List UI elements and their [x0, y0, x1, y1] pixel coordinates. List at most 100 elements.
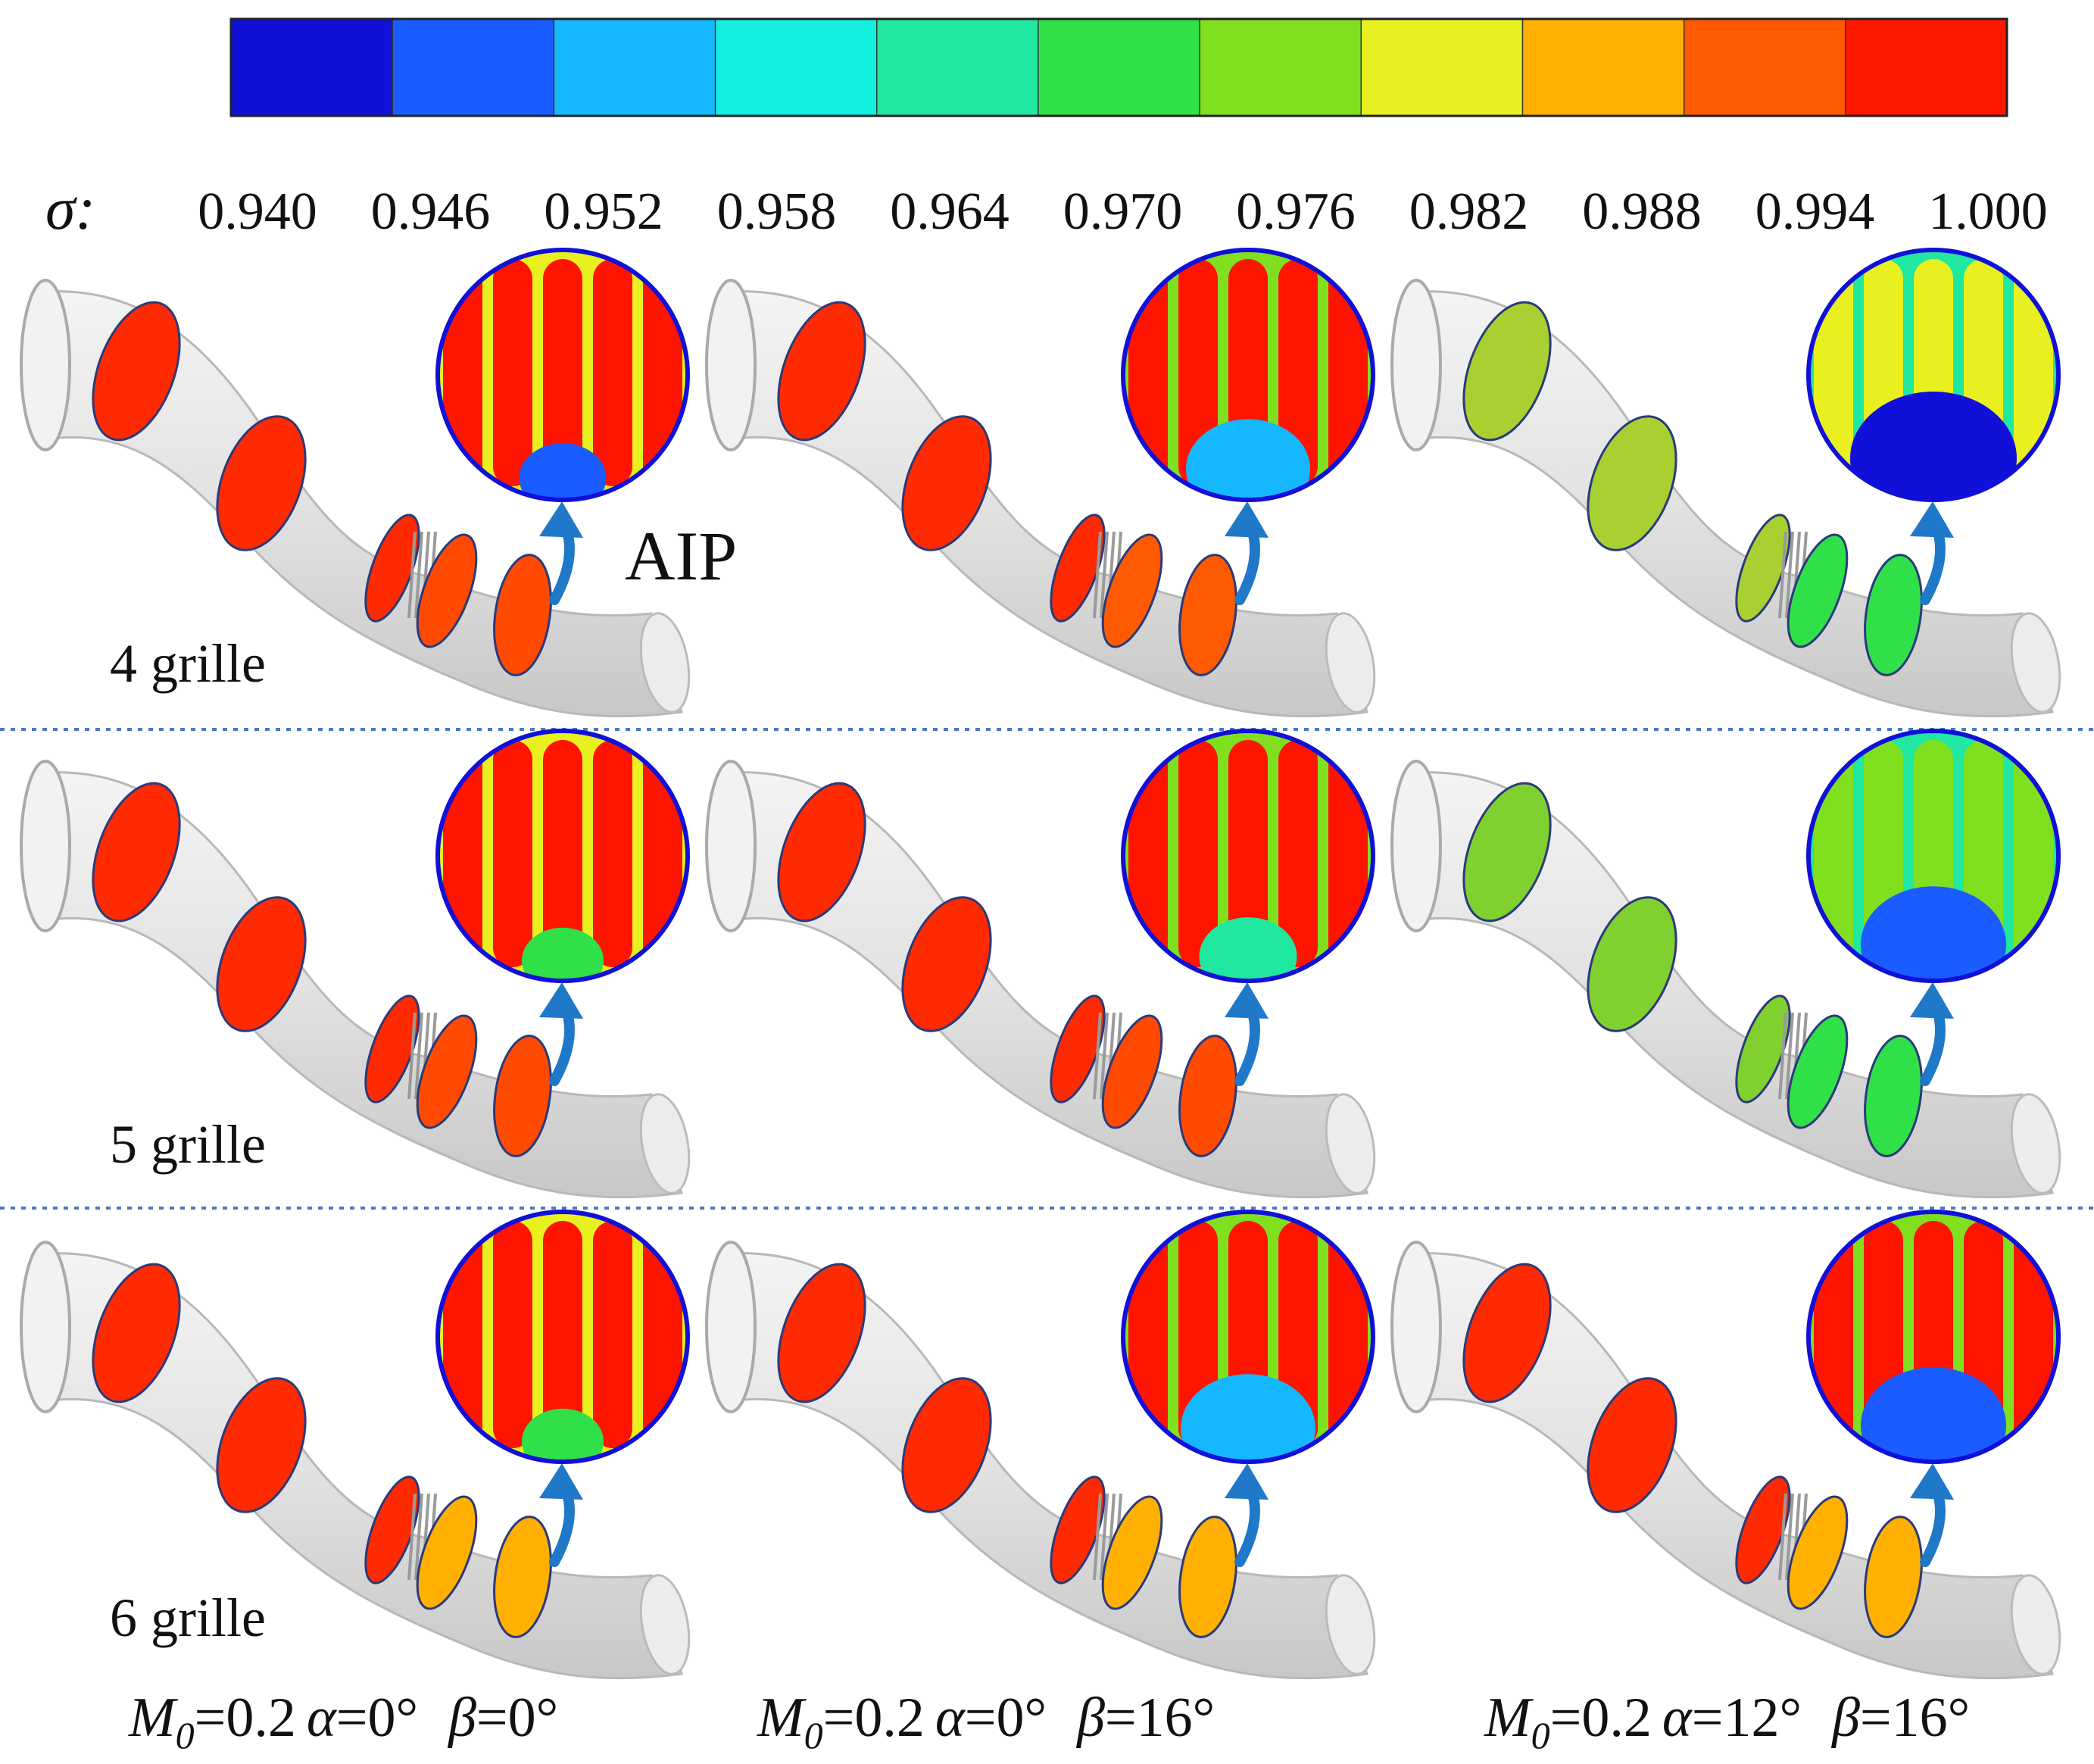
mach-subscript: 0: [176, 1714, 195, 1756]
colorbar-symbol: σ:: [45, 176, 95, 242]
colorbar-swatch: [392, 19, 554, 116]
grille-bar: [1778, 1012, 1787, 1100]
section-slice-1: [92, 1263, 181, 1403]
mach-subscript: 0: [804, 1714, 823, 1756]
alpha-symbol: α: [307, 1687, 338, 1749]
panel-r3-c1: [20, 1210, 691, 1680]
panel-r1-c2: [705, 248, 1376, 718]
duct-inlet-ring: [705, 279, 757, 451]
condition-label-col-2: M0=0.2 α=0° β=16°: [757, 1687, 1215, 1756]
colorbar-tick-label: 0.994: [1755, 183, 1875, 241]
grille-bar: [407, 1012, 417, 1100]
section-slice-2: [216, 1377, 307, 1513]
grille-bar: [414, 531, 423, 619]
aip-stripe: [1278, 259, 1318, 486]
duct-inlet-ring: [705, 760, 757, 932]
colorbar-tick-label: 0.946: [371, 183, 491, 241]
section-slice-1: [777, 301, 866, 442]
panel-r3-c3: [1390, 1210, 2061, 1680]
aip-contour: [438, 731, 688, 981]
colorbar-swatch: [231, 19, 393, 116]
alpha-symbol: α: [1662, 1687, 1693, 1749]
colorbar-tick-label: 0.964: [890, 183, 1010, 241]
aip-stripe: [493, 1221, 532, 1448]
section-slice-4: [1101, 533, 1163, 648]
colorbar-swatch: [1684, 19, 1846, 116]
duct-inlet-ring: [1390, 279, 1442, 451]
colorbar-tick-label: 0.976: [1236, 183, 1356, 241]
section-slice-4: [416, 533, 478, 648]
beta-symbol: β: [1075, 1687, 1105, 1749]
colorbar-swatch: [876, 19, 1039, 116]
beta-value: =0°: [476, 1687, 558, 1749]
section-slice-2: [1587, 415, 1677, 551]
duct-inlet-ring: [1390, 1241, 1442, 1413]
aip-boundary: [1806, 248, 2061, 502]
section-slice-2: [901, 896, 992, 1032]
section-slice-aip-small: [1178, 554, 1237, 676]
section-slice-4: [1787, 1495, 1849, 1610]
colorbar-tick-label: 0.988: [1582, 183, 1702, 241]
aip-distortion-region: [522, 1408, 604, 1462]
aip-stripe: [543, 1221, 582, 1448]
colorbar-swatch: [1038, 19, 1200, 116]
aip-boundary: [1806, 1210, 2061, 1464]
alpha-value: =0°: [965, 1687, 1047, 1749]
section-slice-4: [1787, 533, 1849, 648]
aip-stripe: [493, 740, 532, 967]
aip-stripe: [1228, 740, 1268, 967]
section-slice-aip-small: [1864, 554, 1923, 676]
section-slice-2: [1587, 896, 1677, 1032]
section-slice-2: [1587, 1377, 1677, 1513]
section-slice-1: [1462, 782, 1552, 923]
duct-inlet-ring: [1390, 760, 1442, 932]
duct-outlet: [1325, 1574, 1376, 1675]
row-label-6-grille: 6 grille: [110, 1588, 266, 1648]
section-slice-1: [92, 301, 181, 442]
aip-arrow-head: [1910, 1463, 1954, 1500]
panel-grid: [20, 248, 2061, 1680]
aip-boundary: [435, 1210, 690, 1464]
aip-contour: [1123, 1212, 1373, 1462]
section-slice-aip-small: [493, 1035, 552, 1157]
duct-outlet: [2010, 1093, 2061, 1194]
colorbar: σ: 0.940 0.946 0.952 0.958 0.964 0.970 0.976 0.…: [45, 17, 2048, 242]
colorbar-tick-label: 0.940: [198, 183, 317, 241]
aip-boundary: [1121, 248, 1375, 502]
beta-value: =16°: [1860, 1687, 1970, 1749]
colorbar-tick-label: 0.970: [1063, 183, 1183, 241]
grille-bar: [1785, 531, 1794, 619]
grille-bar: [1093, 1012, 1102, 1100]
aip-contour: [1808, 250, 2058, 500]
colorbar-frame: [229, 17, 2008, 117]
section-slice-1: [1462, 301, 1552, 442]
section-slice-4: [1101, 1495, 1163, 1610]
duct-outlet: [1325, 612, 1376, 713]
colorbar-swatch: [1361, 19, 1524, 116]
section-slice-aip-small: [493, 554, 552, 676]
section-slice-aip-small: [1864, 1035, 1923, 1157]
grille-bar: [1093, 531, 1102, 619]
grille-bar: [1778, 531, 1787, 619]
aip-boundary: [1121, 1210, 1375, 1464]
aip-stripe: [593, 259, 632, 486]
beta-symbol: β: [447, 1687, 476, 1749]
section-slice-2: [216, 415, 307, 551]
section-slice-4: [416, 1014, 478, 1129]
aip-contour: [438, 250, 688, 500]
colorbar-swatches: [231, 19, 2008, 116]
condition-label-col-3: M0=0.2 α=12° β=16°: [1484, 1687, 1970, 1756]
mach-subscript: 0: [1531, 1714, 1550, 1756]
section-slice-4: [416, 1495, 478, 1610]
duct-inlet-ring: [20, 279, 71, 451]
mach-symbol: M: [128, 1687, 179, 1749]
aip-arrow-head: [1910, 501, 1954, 538]
aip-stripe: [593, 1221, 632, 1448]
panel-r1-c1: [20, 248, 691, 718]
colorbar-tick-labels: 0.940 0.946 0.952 0.958 0.964 0.970 0.976 0.982…: [198, 183, 2048, 241]
mach-symbol: M: [757, 1687, 807, 1749]
aip-boundary: [1806, 729, 2061, 983]
colorbar-swatch: [554, 19, 716, 116]
colorbar-swatch: [1200, 19, 1362, 116]
alpha-value: =0°: [336, 1687, 418, 1749]
